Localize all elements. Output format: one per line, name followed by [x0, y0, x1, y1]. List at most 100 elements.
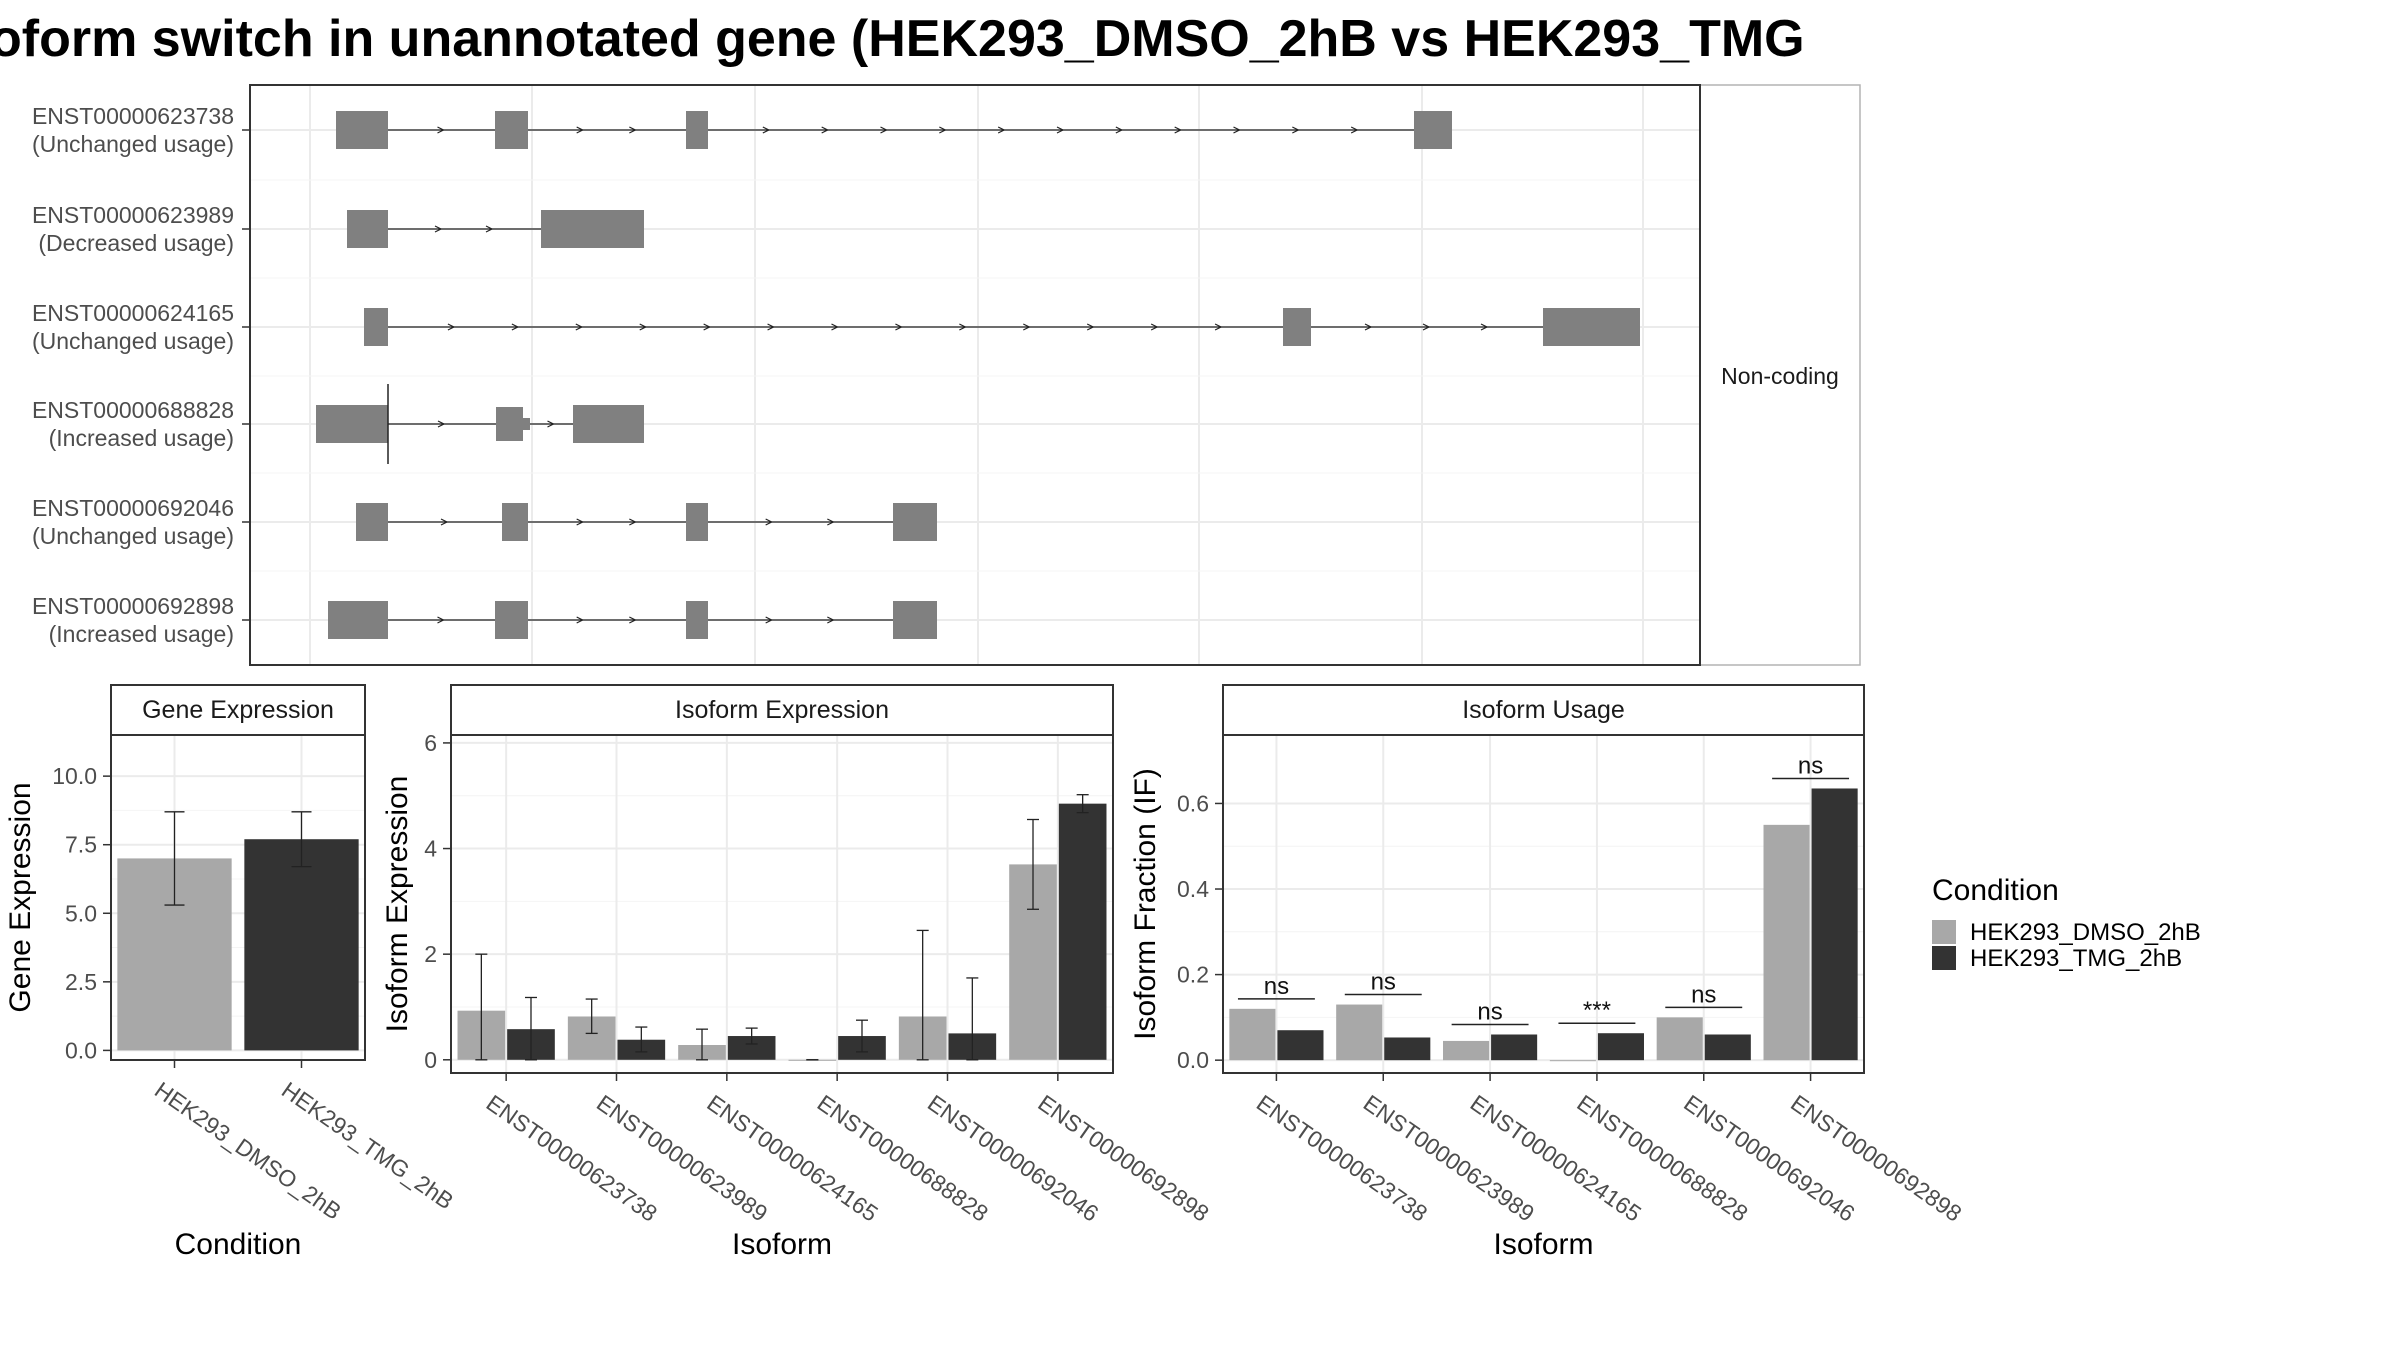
exon-block	[356, 503, 388, 541]
exon-block	[328, 601, 388, 639]
exon-block	[316, 405, 388, 443]
transcript-track	[364, 308, 1640, 346]
bar-dmso	[1549, 1060, 1596, 1062]
bar-dmso	[1443, 1040, 1490, 1061]
intron-arrow	[765, 616, 774, 624]
intron-arrow	[762, 126, 771, 134]
bar-tmg	[1058, 803, 1107, 1060]
plot-area	[451, 735, 1113, 1073]
bar-tmg	[1384, 1037, 1431, 1061]
intron-arrow	[1023, 323, 1031, 331]
intron-arrow	[959, 323, 967, 331]
transcript-usage-label: (Unchanged usage)	[32, 131, 234, 157]
intron-arrow	[576, 518, 585, 526]
panel-strip-title: Isoform Expression	[675, 696, 889, 724]
intron-arrow	[831, 323, 839, 331]
y-axis-title: Isoform Fraction (IF)	[1129, 768, 1162, 1040]
exon-block	[893, 601, 937, 639]
plot-area	[1223, 735, 1864, 1073]
transcript-usage-label: (Increased usage)	[49, 425, 234, 451]
y-tick-label: 6	[424, 730, 437, 756]
significance-label: ns	[1371, 969, 1396, 996]
transcript-structure-panel: ENST00000623738(Unchanged usage)ENST0000…	[32, 84, 1861, 666]
intron-arrow	[765, 518, 774, 526]
bar-dmso	[1656, 1017, 1703, 1061]
exon-block	[893, 503, 937, 541]
intron-arrow	[447, 323, 456, 331]
exon-block	[1283, 308, 1311, 346]
bar-tmg	[727, 1036, 776, 1060]
transcript-usage-label: (Increased usage)	[49, 621, 234, 647]
exon-block	[1543, 308, 1640, 346]
significance-label: ns	[1798, 752, 1823, 779]
figure-title: oform switch in unannotated gene (HEK293…	[0, 10, 1805, 68]
intron-arrow	[576, 616, 585, 624]
intron-arrow	[1086, 323, 1095, 331]
transcript-track	[347, 210, 644, 248]
legend-title: Condition	[1932, 874, 2059, 907]
intron-arrow	[434, 225, 443, 233]
transcript-id-label: ENST00000692898	[32, 593, 234, 619]
legend-swatch-dmso	[1932, 920, 1956, 944]
significance-label: ns	[1264, 973, 1289, 1000]
transcript-track	[328, 601, 937, 639]
transcript-id-label: ENST00000692046	[32, 495, 234, 521]
intron-arrow	[821, 126, 830, 134]
intron-arrow	[767, 323, 775, 331]
transcript-id-label: ENST00000624165	[32, 300, 234, 326]
title-clip-group: oform switch in unannotated gene (HEK293…	[0, 10, 1805, 68]
bar-dmso	[1336, 1004, 1383, 1061]
y-axis-title: Isoform Expression	[381, 776, 414, 1033]
intron-arrow	[1056, 126, 1065, 134]
exon-block	[347, 210, 388, 248]
x-axis-title: Isoform	[732, 1228, 832, 1261]
y-tick-label: 10.0	[52, 763, 97, 789]
transcript-id-label: ENST00000688828	[32, 397, 234, 423]
exon-block	[686, 503, 708, 541]
intron-arrow	[827, 616, 835, 624]
transcript-usage-label: (Unchanged usage)	[32, 328, 234, 354]
significance-label: ns	[1477, 998, 1502, 1025]
intron-arrow	[895, 323, 903, 331]
transcript-id-label: ENST00000623738	[32, 103, 234, 129]
intron-arrow	[880, 126, 888, 134]
intron-arrow	[629, 126, 637, 134]
significance-label: ns	[1691, 981, 1716, 1008]
exon-block	[495, 111, 528, 149]
intron-arrow	[1292, 126, 1300, 134]
plot-border	[110, 734, 366, 1061]
intron-arrow	[1150, 323, 1159, 331]
legend-entry-label: HEK293_TMG_2hB	[1970, 945, 2182, 972]
intron-arrow	[576, 126, 585, 134]
intron-arrow	[437, 126, 445, 134]
y-tick-label: 4	[424, 836, 437, 862]
plot-border	[1222, 734, 1865, 1074]
y-tick-label: 2	[424, 941, 437, 967]
transcript-id-label: ENST00000623989	[32, 202, 234, 228]
legend-entry-label: HEK293_DMSO_2hB	[1970, 919, 2201, 946]
intron-arrow	[639, 323, 648, 331]
intron-arrow	[629, 518, 637, 526]
exon-block	[336, 111, 388, 149]
transcript-usage-label: (Decreased usage)	[38, 230, 234, 256]
intron-arrow	[827, 518, 835, 526]
y-tick-label: 0.0	[1177, 1047, 1209, 1073]
intron-arrow	[1350, 126, 1359, 134]
intron-arrow	[1480, 323, 1489, 331]
gene-expression-panel: Gene ExpressionHEK293_DMSO_2hBHEK293_TMG…	[4, 684, 458, 1261]
intron-arrow	[1422, 323, 1431, 331]
plot-border	[450, 734, 1114, 1074]
intron-arrow	[1214, 323, 1223, 331]
bar-dmso	[1763, 824, 1810, 1061]
bar-dmso	[1229, 1008, 1276, 1061]
y-tick-label: 0.2	[1177, 962, 1209, 988]
intron-arrow	[1115, 126, 1124, 134]
y-tick-label: 0.0	[65, 1037, 97, 1063]
exon-block	[1414, 111, 1452, 149]
exon-block	[573, 405, 644, 443]
exon-block	[364, 308, 388, 346]
intron-arrow	[1233, 126, 1241, 134]
intron-arrow	[1174, 126, 1183, 134]
